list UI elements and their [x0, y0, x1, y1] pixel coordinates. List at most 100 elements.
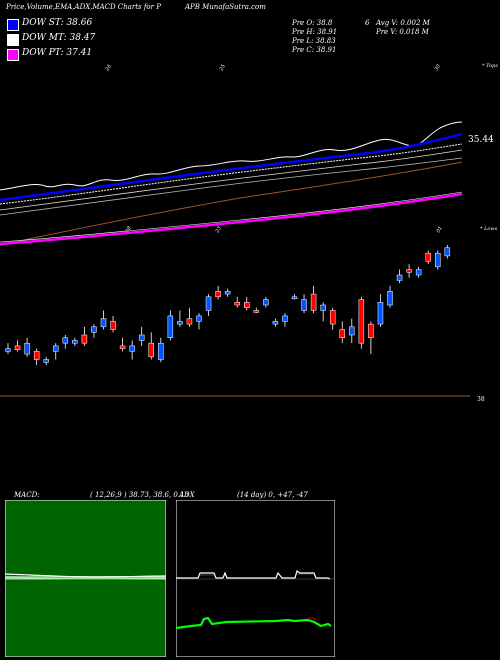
stat-high: Pre H: 38.91 [292, 28, 338, 36]
candle [138, 326, 145, 346]
candle [224, 288, 231, 297]
candle-body [177, 321, 183, 325]
candle-body [368, 323, 374, 338]
candle-body [72, 340, 78, 344]
candle [186, 307, 193, 327]
legend-swatch-pt [7, 49, 19, 61]
stat-low: Pre L: 38.83 [292, 37, 336, 45]
adx-params: (14 day) 0, +47, -47 [237, 491, 308, 499]
stat-extra: 6 [365, 19, 370, 27]
candle-body [263, 299, 269, 306]
candle [444, 245, 451, 259]
candle [358, 296, 365, 349]
candle-body [435, 252, 441, 268]
ema-brown-line [0, 161, 463, 246]
candlestick-series [5, 245, 451, 365]
candle [425, 250, 431, 265]
candle-body [291, 296, 298, 300]
candle [310, 285, 317, 314]
candle [158, 337, 164, 363]
candle [244, 296, 250, 311]
volume-label: 38 [477, 396, 485, 403]
candle [215, 285, 221, 300]
candle [253, 307, 260, 314]
candle [435, 250, 441, 270]
candle [301, 294, 307, 314]
macd-panel [5, 500, 166, 657]
candle [148, 332, 154, 360]
site-name: APB MunafaSutra.com [185, 3, 266, 11]
candle [177, 310, 183, 327]
candle-body [205, 296, 212, 311]
candle-body [110, 321, 116, 330]
legend-swatch-st [7, 19, 19, 31]
candle-body [138, 334, 145, 341]
candle-body [282, 315, 288, 322]
candle [24, 337, 30, 357]
candle-body [129, 345, 135, 352]
candle [119, 337, 126, 352]
candle-body [14, 345, 21, 350]
macd-params: ( 12,26,9 ) 38.73, 38.6, 0.13 [90, 491, 189, 499]
candle-body [301, 299, 307, 311]
ema-lines [0, 121, 463, 246]
candle-body [272, 321, 279, 325]
price-label: 35.44 [468, 135, 494, 145]
candle-body [148, 342, 154, 358]
candle [53, 343, 59, 360]
candle [81, 326, 88, 346]
candle [272, 318, 279, 327]
candle-body [167, 315, 174, 338]
lows-note: * Lows [480, 226, 498, 232]
candle [406, 264, 412, 278]
candle-body [224, 291, 231, 295]
st-ema-line [0, 132, 463, 202]
candle-body [406, 269, 412, 273]
candle-body [5, 348, 11, 352]
candle-body [415, 269, 422, 276]
legend-swatch-mt [7, 34, 19, 46]
mt-ema-line-1 [0, 143, 463, 205]
adx-title: ADX [179, 491, 195, 499]
price-chart: 26 25 30 28 23 01 [0, 63, 470, 397]
candle [349, 318, 355, 344]
candle [377, 294, 384, 327]
candle [62, 335, 69, 349]
candle-body [215, 291, 221, 298]
candle [291, 294, 298, 300]
candle [43, 356, 49, 365]
candle [329, 307, 336, 330]
candle [368, 321, 374, 355]
legend-label-mt: DOW MT: 38.47 [22, 33, 96, 43]
adx-di-plus-shade [200, 573, 314, 576]
candle [91, 324, 97, 338]
date-tick: 28 [124, 225, 133, 234]
candle-body [349, 326, 355, 336]
date-tick-labels: 26 25 30 28 23 01 [104, 63, 444, 235]
candle [387, 285, 393, 308]
candle-body [186, 318, 193, 325]
candle-body [33, 351, 40, 360]
stat-volume: Pre V: 0.018 M [376, 28, 429, 36]
candle-body [329, 310, 336, 325]
candle-body [425, 252, 431, 262]
candle-body [43, 359, 49, 363]
candle-body [158, 342, 164, 360]
candle [33, 348, 40, 365]
candle-body [100, 318, 107, 328]
macd-histogram [5, 576, 166, 579]
candle [415, 266, 422, 278]
candle-body [339, 329, 345, 338]
adx-di-plus-line [176, 570, 331, 580]
candle [72, 337, 78, 346]
candle-body [234, 302, 240, 306]
candle [320, 302, 326, 322]
mt-ema-line-2 [0, 149, 463, 211]
candle [14, 340, 21, 352]
candle-body [358, 299, 365, 344]
mt-ema-line-3 [0, 157, 463, 216]
legend-label-pt: DOW PT: 37.41 [22, 48, 93, 58]
date-tick: 30 [434, 63, 443, 72]
stat-close: Pre C: 38.91 [292, 46, 337, 54]
chart-title: Price,Volume,EMA,ADX,MACD Charts for P [6, 3, 161, 11]
